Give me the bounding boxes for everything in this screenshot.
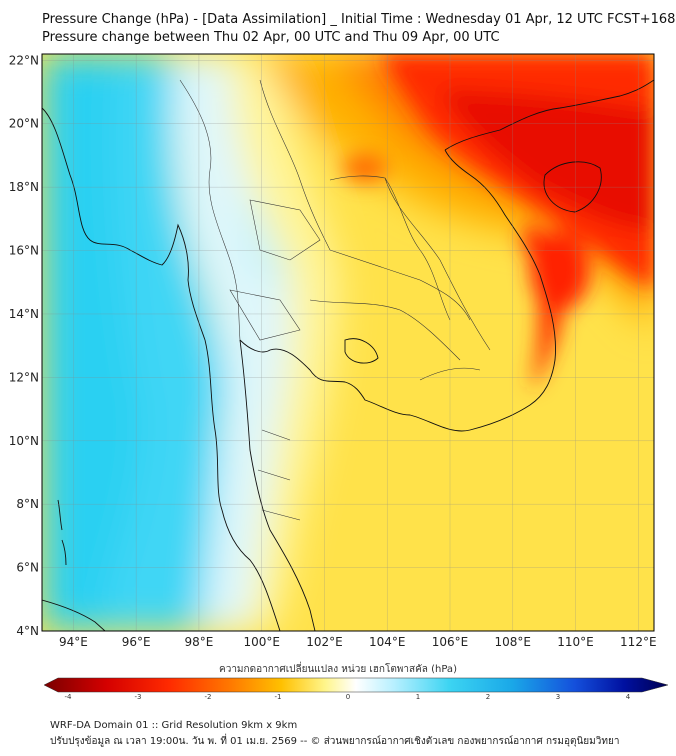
lon-tick-label: 108°E xyxy=(495,635,532,649)
colorbar-tick-label: -2 xyxy=(205,693,212,701)
colorbar-tick-label: 4 xyxy=(626,693,631,701)
colorbar-tick-label: -3 xyxy=(135,693,142,701)
colorbar: -4 -3 -2 -1 0 1 2 3 4 xyxy=(43,677,669,701)
lat-tick-label: 14°N xyxy=(9,307,39,321)
lat-tick-label: 8°N xyxy=(16,497,39,511)
lat-tick-label: 22°N xyxy=(9,53,39,67)
lon-tick-label: 102°E xyxy=(306,635,343,649)
colorbar-title: ความกดอากาศเปลี่ยนแปลง หน่วย เฮกโตพาสคัล… xyxy=(219,664,457,675)
lat-tick-label: 4°N xyxy=(16,624,39,638)
colorbar-tick-label: -4 xyxy=(65,693,73,701)
lon-tick-label: 112°E xyxy=(620,635,657,649)
lat-tick-label: 18°N xyxy=(9,180,39,194)
lat-tick-label: 12°N xyxy=(9,370,39,384)
map-frame xyxy=(41,53,655,632)
latitude-labels: 4°N 6°N 8°N 10°N 12°N 14°N 16°N 18°N 20°N 22°N xyxy=(9,53,39,638)
model-info: WRF-DA Domain 01 :: Grid Resolution 9km … xyxy=(50,720,298,731)
lat-tick-label: 10°N xyxy=(9,434,39,448)
lon-tick-label: 104°E xyxy=(369,635,406,649)
map-subtitle: Pressure change between Thu 02 Apr, 00 U… xyxy=(42,30,500,45)
colorbar-tick-label: 1 xyxy=(416,693,420,701)
coastlines xyxy=(42,79,654,631)
longitude-labels: 94°E 96°E 98°E 100°E 102°E 104°E 106°E 108°E 110… xyxy=(59,635,657,649)
lon-tick-label: 106°E xyxy=(432,635,469,649)
colorbar-tick-label: 0 xyxy=(346,693,350,701)
lon-tick-label: 98°E xyxy=(184,635,213,649)
colorbar-ticks: -4 -3 -2 -1 0 1 2 3 4 xyxy=(65,693,631,701)
lat-tick-label: 6°N xyxy=(16,561,39,575)
colorbar-tick-label: 2 xyxy=(486,693,490,701)
lon-tick-label: 110°E xyxy=(557,635,594,649)
map-title: Pressure Change (hPa) - [Data Assimilati… xyxy=(42,12,676,27)
lat-tick-label: 20°N xyxy=(9,117,39,131)
colorbar-tick-label: 3 xyxy=(556,693,560,701)
pressure-field xyxy=(42,54,654,631)
lon-tick-label: 96°E xyxy=(122,635,151,649)
lon-tick-label: 100°E xyxy=(243,635,280,649)
update-credit: ปรับปรุงข้อมูล ณ เวลา 19:00น. วัน พ. ที่… xyxy=(50,736,620,747)
colorbar-tick-label: -1 xyxy=(275,693,282,701)
lat-tick-label: 16°N xyxy=(9,244,39,258)
province-borders xyxy=(179,79,491,521)
lon-tick-label: 94°E xyxy=(59,635,88,649)
